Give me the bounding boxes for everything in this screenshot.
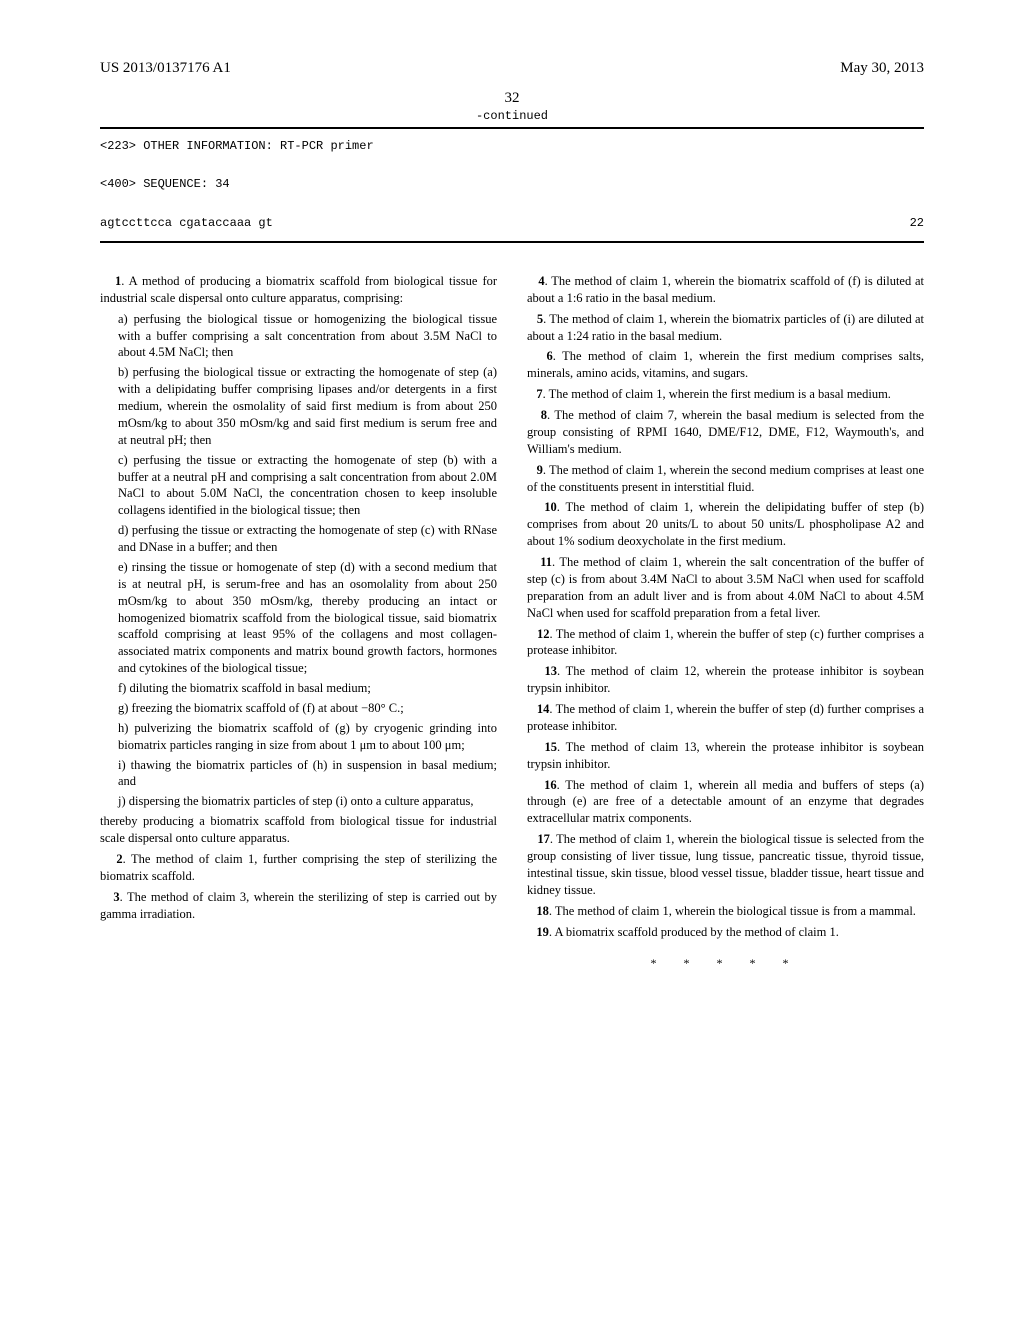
claim-4: 4. The method of claim 1, wherein the bi… [527, 273, 924, 307]
claim-1f: f) diluting the biomatrix scaffold in ba… [100, 680, 497, 697]
claim-1h: h) pulverizing the biomatrix scaffold of… [100, 720, 497, 754]
claim-1-end: thereby producing a biomatrix scaffold f… [100, 813, 497, 847]
claim-1g: g) freezing the biomatrix scaffold of (f… [100, 700, 497, 717]
claim-5: 5. The method of claim 1, wherein the bi… [527, 311, 924, 345]
seq-number: <400> SEQUENCE: 34 [100, 175, 924, 194]
end-mark: * * * * * [527, 955, 924, 971]
column-right: 4. The method of claim 1, wherein the bi… [527, 273, 924, 972]
claim-7: 7. The method of claim 1, wherein the fi… [527, 386, 924, 403]
claim-1-intro: 1. A method of producing a biomatrix sca… [100, 273, 497, 307]
publication-date: May 30, 2013 [840, 60, 924, 77]
claim-15: 15. The method of claim 13, wherein the … [527, 739, 924, 773]
claim-1b: b) perfusing the biological tissue or ex… [100, 364, 497, 448]
claim-3: 3. The method of claim 3, wherein the st… [100, 889, 497, 923]
sequence-listing: <223> OTHER INFORMATION: RT-PCR primer <… [100, 127, 924, 243]
claim-17: 17. The method of claim 1, wherein the b… [527, 831, 924, 899]
claim-1j: j) dispersing the biomatrix particles of… [100, 793, 497, 810]
claim-1d: d) perfusing the tissue or extracting th… [100, 522, 497, 556]
claim-1a: a) perfusing the biological tissue or ho… [100, 311, 497, 362]
claim-13: 13. The method of claim 12, wherein the … [527, 663, 924, 697]
claim-19: 19. A biomatrix scaffold produced by the… [527, 924, 924, 941]
claim-18: 18. The method of claim 1, wherein the b… [527, 903, 924, 920]
claim-2: 2. The method of claim 1, further compri… [100, 851, 497, 885]
claim-11: 11. The method of claim 1, wherein the s… [527, 554, 924, 622]
continued-label: -continued [100, 109, 924, 123]
claim-12: 12. The method of claim 1, wherein the b… [527, 626, 924, 660]
seq-length: 22 [910, 214, 924, 233]
claim-1e: e) rinsing the tissue or homogenate of s… [100, 559, 497, 677]
publication-number: US 2013/0137176 A1 [100, 60, 231, 77]
claim-10: 10. The method of claim 1, wherein the d… [527, 499, 924, 550]
column-left: 1. A method of producing a biomatrix sca… [100, 273, 497, 972]
claim-14: 14. The method of claim 1, wherein the b… [527, 701, 924, 735]
claim-1i: i) thawing the biomatrix particles of (h… [100, 757, 497, 791]
claim-1c: c) perfusing the tissue or extracting th… [100, 452, 497, 520]
claim-16: 16. The method of claim 1, wherein all m… [527, 777, 924, 828]
claim-9: 9. The method of claim 1, wherein the se… [527, 462, 924, 496]
seq-info: <223> OTHER INFORMATION: RT-PCR primer [100, 137, 924, 156]
seq-text: agtccttcca cgataccaaa gt [100, 214, 273, 233]
page-number: 32 [505, 90, 520, 107]
claim-8: 8. The method of claim 7, wherein the ba… [527, 407, 924, 458]
claim-6: 6. The method of claim 1, wherein the fi… [527, 348, 924, 382]
